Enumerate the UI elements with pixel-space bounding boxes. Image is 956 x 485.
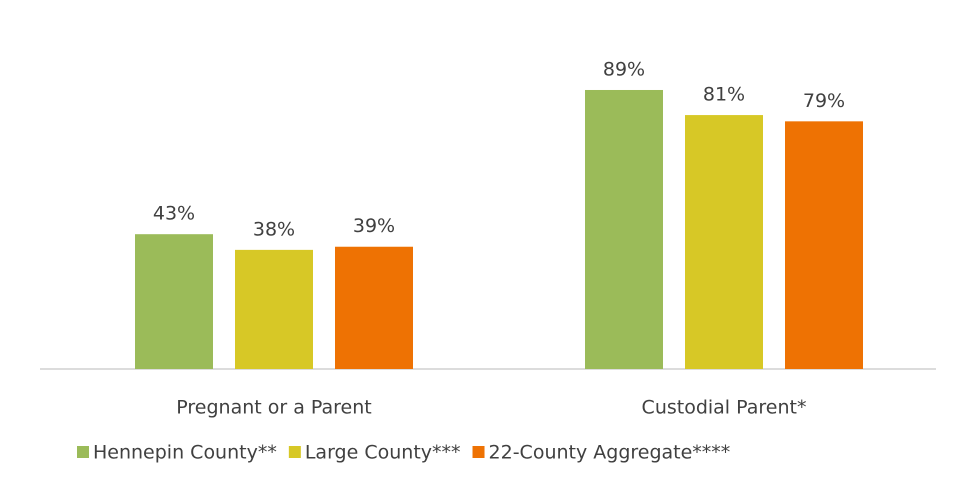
- legend-swatch: [77, 446, 89, 458]
- bar: [585, 89, 663, 370]
- legend-swatch: [472, 446, 485, 458]
- bar: [335, 246, 413, 369]
- legend-label: Hennepin County**: [93, 442, 277, 464]
- bar: [785, 121, 863, 370]
- legend-label: Large County***: [305, 442, 461, 464]
- data-label: 39%: [353, 215, 395, 237]
- x-tick-label: Custodial Parent*: [642, 397, 807, 419]
- legend-swatch: [288, 446, 301, 458]
- bar: [235, 249, 313, 369]
- legend-label: 22-County Aggregate****: [489, 442, 731, 464]
- data-label: 38%: [253, 218, 295, 240]
- data-label: 81%: [703, 84, 745, 106]
- data-label: 79%: [803, 90, 845, 112]
- bar: [135, 234, 213, 369]
- x-tick-label: Pregnant or a Parent: [176, 397, 371, 419]
- bar: [685, 115, 763, 369]
- data-label: 89%: [603, 58, 645, 80]
- data-label: 43%: [153, 203, 195, 225]
